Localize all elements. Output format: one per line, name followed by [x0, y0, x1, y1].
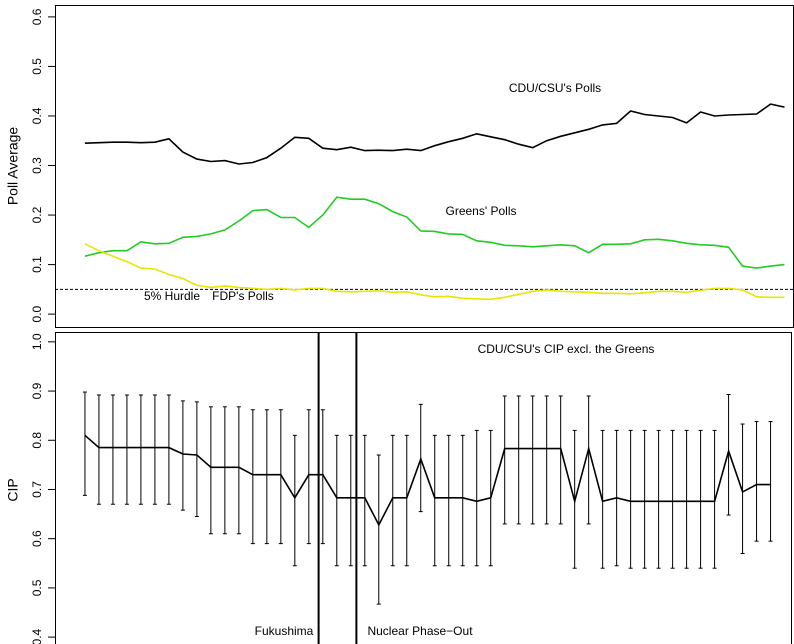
y-tick-label: 0.3 [30, 157, 44, 174]
annotation: CDU/CSU's CIP excl. the Greens [478, 342, 655, 356]
series-line [84, 103, 785, 165]
y-tick-label: 0.6 [30, 8, 44, 25]
y-tick-label: 0.4 [30, 107, 44, 124]
series-line [84, 243, 785, 301]
y-tick-label: 0.9 [30, 382, 44, 399]
annotation: Greens' Polls [446, 204, 517, 218]
annotation: 5% Hurdle [144, 289, 200, 303]
y-tick-label: 0.4 [30, 628, 44, 644]
y-tick-label: 0.5 [30, 58, 44, 75]
y-tick-label: 0.0 [30, 305, 44, 322]
y-axis-label: CIP [5, 478, 21, 501]
annotation: Nuclear Phase−Out [367, 624, 473, 638]
annotation: Fukushima [255, 624, 314, 638]
series-line [84, 434, 771, 527]
bottom-frame [55, 332, 792, 644]
y-tick-label: 0.7 [30, 481, 44, 498]
y-tick-label: 0.1 [30, 256, 44, 273]
y-tick-label: 0.8 [30, 432, 44, 449]
annotation: CDU/CSU's Polls [509, 81, 601, 95]
y-tick-label: 1.0 [30, 333, 44, 350]
y-tick-label: 0.2 [30, 206, 44, 223]
top-frame [55, 5, 794, 328]
series-line [84, 196, 785, 269]
y-tick-label: 0.6 [30, 530, 44, 547]
y-axis-label: Poll Average [5, 127, 21, 206]
annotation: FDP's Polls [212, 289, 274, 303]
y-tick-label: 0.5 [30, 579, 44, 596]
